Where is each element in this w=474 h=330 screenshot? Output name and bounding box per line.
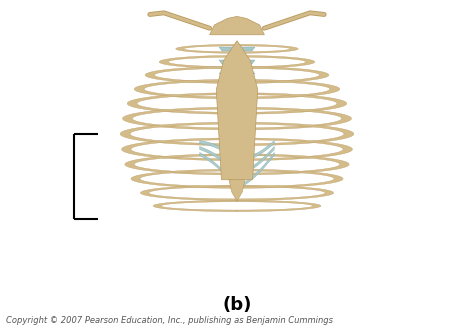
Polygon shape [237,60,255,64]
Polygon shape [219,132,237,136]
Polygon shape [134,79,237,99]
Polygon shape [153,200,237,212]
Polygon shape [237,107,352,130]
Polygon shape [237,154,349,175]
Polygon shape [200,141,237,162]
Polygon shape [121,138,237,161]
Polygon shape [237,93,347,114]
Polygon shape [216,41,258,180]
Polygon shape [237,141,274,162]
Polygon shape [120,122,237,146]
Polygon shape [237,55,315,68]
Polygon shape [237,152,274,190]
Polygon shape [145,66,237,83]
Polygon shape [237,200,321,212]
Polygon shape [140,185,237,201]
Polygon shape [237,132,255,136]
Polygon shape [200,147,237,176]
Polygon shape [159,55,237,68]
Polygon shape [219,47,237,50]
Polygon shape [219,73,237,77]
Polygon shape [237,87,255,91]
Polygon shape [237,44,298,53]
Polygon shape [237,185,334,201]
Polygon shape [237,138,353,161]
Text: (b): (b) [222,296,252,314]
Polygon shape [229,180,245,201]
Polygon shape [219,116,237,121]
Polygon shape [237,122,354,146]
Polygon shape [122,107,237,130]
Polygon shape [125,154,237,175]
Polygon shape [237,73,255,77]
Polygon shape [237,169,343,188]
Polygon shape [219,101,237,106]
Polygon shape [219,60,237,64]
Polygon shape [219,87,237,91]
Polygon shape [237,79,340,99]
Polygon shape [176,44,237,53]
Polygon shape [237,66,329,83]
Polygon shape [210,16,264,35]
Text: Copyright © 2007 Pearson Education, Inc., publishing as Benjamin Cummings: Copyright © 2007 Pearson Education, Inc.… [6,316,333,325]
Polygon shape [237,147,274,176]
Polygon shape [237,116,255,121]
Polygon shape [200,152,237,190]
Polygon shape [127,93,237,114]
Polygon shape [131,169,237,188]
Polygon shape [237,101,255,106]
Polygon shape [237,47,255,50]
